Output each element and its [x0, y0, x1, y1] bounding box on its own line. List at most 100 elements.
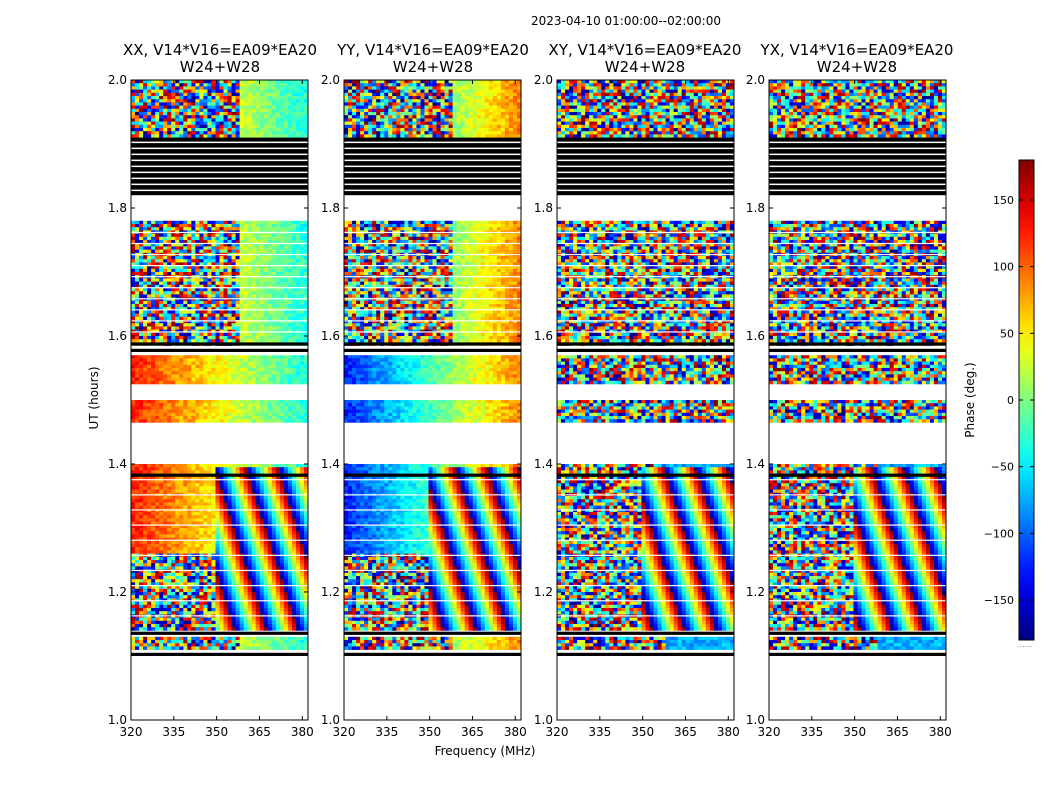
x-tick-label: 350: [418, 725, 441, 739]
flagged-band: [769, 631, 946, 635]
flagged-band: [131, 348, 308, 352]
y-tick-label: 2.0: [746, 73, 765, 87]
x-tick-label: 350: [205, 725, 228, 739]
colorbar-tick-label: 50: [1000, 327, 1014, 340]
axes-frame: [343, 79, 522, 721]
colorbar: −150 −100 −50 0 50 100 150: [984, 159, 1035, 641]
y-tick-label: 1.8: [534, 201, 553, 215]
y-tick-label: 1.0: [534, 713, 553, 727]
x-tick-label: 380: [717, 725, 740, 739]
panel-title-line2: W24+W28: [747, 59, 967, 76]
panel-title-line2: W24+W28: [110, 59, 330, 76]
flagged-band: [131, 473, 308, 477]
heatmap-cells: [131, 80, 308, 656]
flagged-band: [344, 652, 521, 656]
heatmap-cells: [769, 80, 946, 656]
y-tick-label: 1.0: [108, 713, 127, 727]
x-tick-label: 350: [843, 725, 866, 739]
figure-title: 2023-04-10 01:00:00--02:00:00: [0, 14, 1050, 28]
flagged-band: [344, 473, 521, 477]
flagged-band: [769, 473, 946, 477]
colorbar-offset-text: ......: [1017, 640, 1032, 649]
panel-yx: 320 335 350 365 380 1.0 1.2 1.4 1.6 1.8 2.0: [746, 73, 952, 739]
x-tick-label: 335: [800, 725, 823, 739]
flagged-band: [344, 348, 521, 352]
x-tick-label: 365: [886, 725, 909, 739]
x-tick-label: 320: [758, 725, 781, 739]
colorbar-tick-label: 150: [993, 194, 1014, 207]
colorbar-label: Phase (deg.): [963, 362, 977, 437]
y-tick-label: 1.6: [534, 329, 553, 343]
y-tick-label: 1.0: [746, 713, 765, 727]
y-tick-label: 1.4: [108, 457, 127, 471]
x-tick-label: 320: [546, 725, 569, 739]
flagged-band: [769, 652, 946, 656]
flagged-band: [557, 473, 734, 477]
flagged-band: [131, 342, 308, 346]
panel-title-line1: XX, V14*V16=EA09*EA20: [110, 42, 330, 59]
panel-title-line1: YX, V14*V16=EA09*EA20: [747, 42, 967, 59]
x-tick-label: 380: [504, 725, 527, 739]
y-tick-label: 1.8: [108, 201, 127, 215]
panel-title-line1: XY, V14*V16=EA09*EA20: [535, 42, 755, 59]
y-tick-label: 1.8: [321, 201, 340, 215]
panel-title-yy: YY, V14*V16=EA09*EA20 W24+W28: [323, 42, 543, 76]
flagged-band: [131, 631, 308, 635]
x-tick-label: 335: [375, 725, 398, 739]
panel-title-line1: YY, V14*V16=EA09*EA20: [323, 42, 543, 59]
y-tick-label: 1.6: [108, 329, 127, 343]
x-axis-label: Frequency (MHz): [330, 744, 640, 758]
y-tick-label: 1.4: [746, 457, 765, 471]
axes-frame: [130, 79, 309, 721]
x-tick-label: 335: [162, 725, 185, 739]
y-tick-label: 1.0: [321, 713, 340, 727]
colorbar-tick-label: 0: [1007, 394, 1014, 407]
panel-xy: 320 335 350 365 380 1.0 1.2 1.4 1.6 1.8 2.0: [534, 73, 740, 739]
y-axis-label: UT (hours): [87, 366, 101, 429]
y-tick-label: 1.2: [534, 585, 553, 599]
flagged-band: [131, 652, 308, 656]
flagged-band: [769, 342, 946, 346]
flagged-band: [344, 342, 521, 346]
panel-title-line2: W24+W28: [323, 59, 543, 76]
flagged-band: [769, 348, 946, 352]
colorbar-tick-label: −100: [984, 527, 1014, 540]
flagged-band: [344, 631, 521, 635]
axes-frame: [556, 79, 735, 721]
heatmap-cells: [344, 80, 521, 656]
x-tick-label: 380: [929, 725, 952, 739]
x-tick-label: 365: [461, 725, 484, 739]
x-tick-label: 365: [248, 725, 271, 739]
y-tick-label: 1.8: [746, 201, 765, 215]
y-tick-label: 2.0: [108, 73, 127, 87]
flagged-band: [557, 348, 734, 352]
x-tick-label: 350: [631, 725, 654, 739]
y-tick-label: 1.6: [321, 329, 340, 343]
x-tick-label: 320: [333, 725, 356, 739]
colorbar-tick-label: 100: [993, 261, 1014, 274]
panel-title-yx: YX, V14*V16=EA09*EA20 W24+W28: [747, 42, 967, 76]
y-tick-label: 1.4: [321, 457, 340, 471]
x-tick-label: 320: [120, 725, 143, 739]
panel-title-xy: XY, V14*V16=EA09*EA20 W24+W28: [535, 42, 755, 76]
x-tick-label: 380: [291, 725, 314, 739]
flagged-band: [557, 342, 734, 346]
y-tick-label: 1.6: [746, 329, 765, 343]
y-tick-label: 1.2: [321, 585, 340, 599]
flagged-band: [557, 652, 734, 656]
x-tick-label: 365: [674, 725, 697, 739]
panel-yy: 320 335 350 365 380 1.0 1.2 1.4 1.6 1.8 2.0: [321, 73, 527, 739]
y-tick-label: 1.2: [746, 585, 765, 599]
colorbar-tick-label: −50: [991, 461, 1014, 474]
x-tick-label: 335: [588, 725, 611, 739]
axes-frame: [768, 79, 947, 721]
y-tick-label: 2.0: [321, 73, 340, 87]
panel-xx: 320 335 350 365 380 1.0 1.2 1.4 1.6 1.8 2.0: [108, 73, 314, 739]
colorbar-tick-label: −150: [984, 594, 1014, 607]
y-tick-label: 2.0: [534, 73, 553, 87]
panel-title-line2: W24+W28: [535, 59, 755, 76]
y-tick-label: 1.2: [108, 585, 127, 599]
heatmap-cells: [557, 80, 734, 656]
y-tick-label: 1.4: [534, 457, 553, 471]
